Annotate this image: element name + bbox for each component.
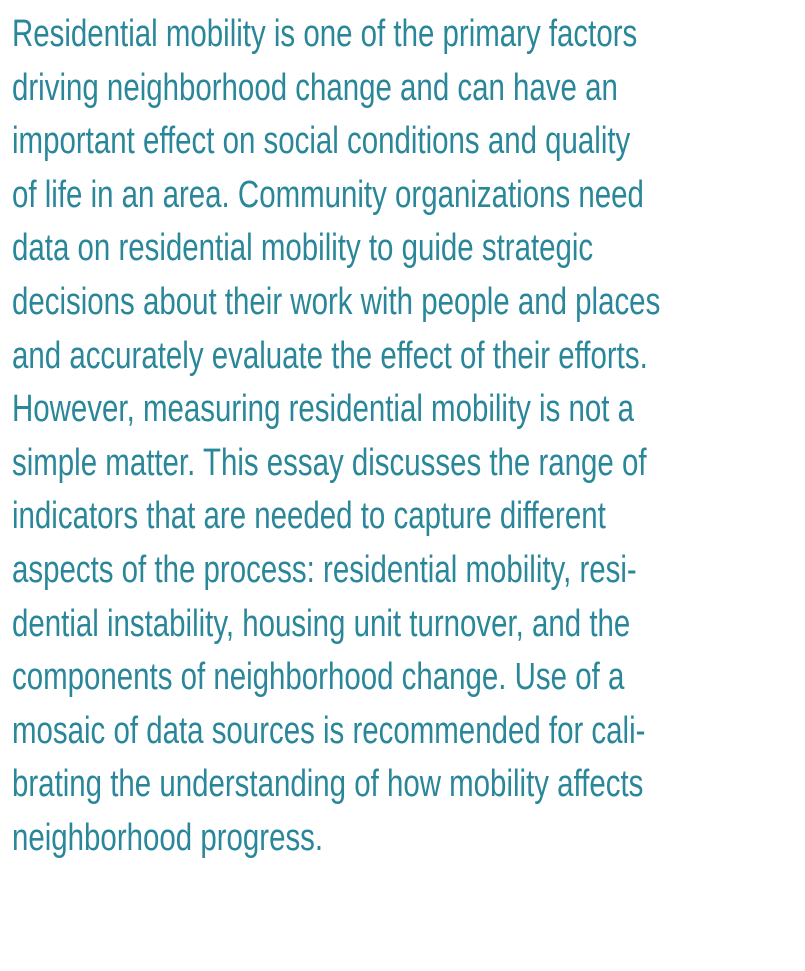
text-line: of life in an area. Community organizati… <box>12 173 644 216</box>
text-line: simple matter. This essay discusses the … <box>12 441 647 484</box>
text-line: components of neighborhood change. Use o… <box>12 656 625 699</box>
text-line: aspects of the process: residential mobi… <box>12 548 637 591</box>
paragraph: Residential mobility is one of the prima… <box>12 8 803 866</box>
text-line: mosaic of data sources is recommended fo… <box>12 709 646 752</box>
text-line: driving neighborhood change and can have… <box>12 66 618 109</box>
text-line: dential instability, housing unit turnov… <box>12 602 631 645</box>
text-line: neighborhood progress. <box>12 816 324 859</box>
text-line: indicators that are needed to capture di… <box>12 495 606 538</box>
text-line: data on residential mobility to guide st… <box>12 227 594 270</box>
text-line: brating the understanding of how mobilit… <box>12 763 644 806</box>
text-line: decisions about their work with people a… <box>12 280 661 323</box>
text-line: and accurately evaluate the effect of th… <box>12 334 648 377</box>
text-line: Residential mobility is one of the prima… <box>12 13 638 55</box>
text-line: However, measuring residential mobility … <box>12 388 635 431</box>
text-line: important effect on social conditions an… <box>12 120 631 163</box>
